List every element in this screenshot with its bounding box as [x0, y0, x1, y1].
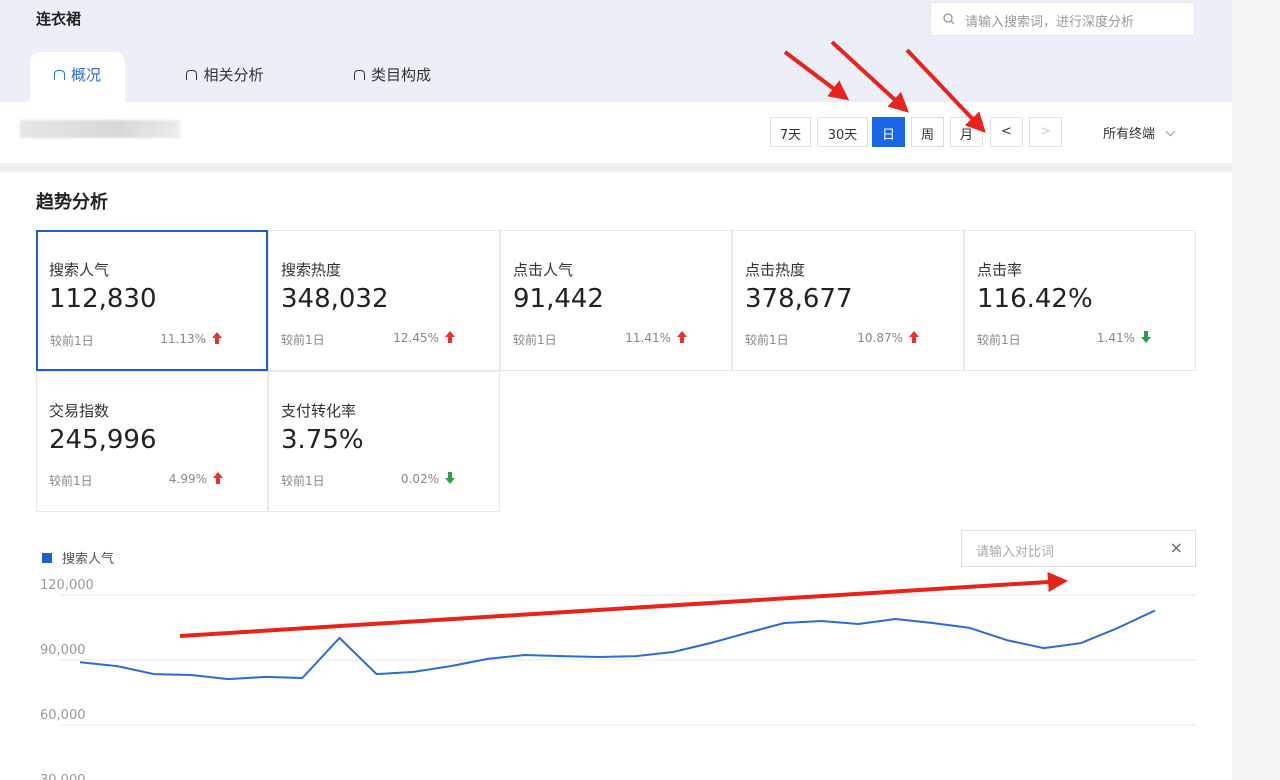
- metric-name: 点击热度: [745, 261, 806, 279]
- metric-value: 3.75%: [281, 425, 364, 455]
- annotation-arrow: [830, 40, 909, 113]
- y-tick-label: 90,000: [40, 643, 86, 658]
- change-value: 1.41%: [1096, 331, 1135, 345]
- tab[interactable]: 概况: [30, 52, 125, 102]
- metric-card[interactable]: 搜索热度 348,032 较前1日 12.45%: [268, 230, 500, 371]
- metric-card[interactable]: 点击热度 378,677 较前1日 10.87%: [732, 230, 964, 371]
- y-tick-label: 60,000: [40, 708, 86, 723]
- arrow-up: [677, 331, 687, 343]
- metric-card[interactable]: 支付转化率 3.75% 较前1日 0.02%: [268, 371, 500, 512]
- compare-label: 较前1日: [977, 333, 1021, 347]
- chart: 120,000 90,000 60,000 30,000: [40, 40, 1196, 780]
- arrow-shape: [445, 331, 455, 343]
- arrow-shape: [677, 331, 687, 343]
- arrow-shape: [445, 472, 455, 484]
- change-value: 11.41%: [625, 331, 671, 345]
- prev-button[interactable]: <: [990, 117, 1023, 147]
- compare-input[interactable]: 请输入对比词 ×: [961, 530, 1196, 567]
- arrow-shape: [909, 331, 919, 343]
- compare-placeholder: 请输入对比词: [976, 545, 1055, 560]
- page-title: 连衣裙: [36, 10, 82, 28]
- compare-label: 较前1日: [281, 333, 325, 347]
- y-tick-label: 120,000: [40, 578, 94, 593]
- search-icon: [943, 13, 955, 25]
- change-value: 10.87%: [857, 331, 903, 345]
- metric-name: 搜索人气: [49, 261, 110, 279]
- y-tick-label: 30,000: [40, 773, 86, 780]
- scroll-gutter: [1232, 0, 1280, 780]
- metric-card[interactable]: 交易指数 245,996 较前1日 4.99%: [36, 371, 268, 512]
- arrow-up: [445, 331, 455, 343]
- metric-name: 交易指数: [49, 402, 110, 420]
- arrow-up: [213, 472, 223, 484]
- metric-card[interactable]: 搜索人气 112,830 较前1日 11.13%: [36, 230, 268, 371]
- period-button[interactable]: 日: [872, 117, 905, 147]
- arrow-up: [909, 331, 919, 343]
- arrow-up: [212, 332, 222, 344]
- compare-label: 较前1日: [513, 333, 557, 347]
- arrow-shape: [1141, 331, 1151, 343]
- metric-card[interactable]: 点击率 116.42% 较前1日 1.41%: [964, 230, 1196, 371]
- section-title: 趋势分析: [36, 192, 108, 213]
- close-button[interactable]: ×: [1169, 538, 1183, 557]
- annotation-arrow: [179, 572, 1068, 638]
- compare-label: 较前1日: [50, 334, 94, 348]
- metric-name: 搜索热度: [281, 261, 342, 279]
- arrow-shape: [213, 472, 223, 484]
- metric-value: 348,032: [281, 284, 389, 314]
- search-box[interactable]: 请输入搜索词，进行深度分析: [930, 2, 1195, 36]
- next-button[interactable]: >: [1029, 117, 1062, 147]
- change-value: 12.45%: [393, 331, 439, 345]
- arrow-down: [445, 472, 455, 484]
- compare-label: 较前1日: [49, 474, 93, 488]
- period-button[interactable]: 30天: [817, 117, 868, 147]
- metric-name: 点击人气: [513, 261, 574, 279]
- metric-value: 91,442: [513, 284, 604, 314]
- tab[interactable]: 类目构成: [330, 52, 455, 102]
- search-placeholder: 请输入搜索词，进行深度分析: [965, 15, 1135, 30]
- annotation-arrow: [905, 48, 986, 133]
- line-series: [79, 609, 1156, 681]
- arrow-shape: [212, 332, 222, 344]
- arrow-down: [1141, 331, 1151, 343]
- metric-value: 245,996: [49, 425, 157, 455]
- metric-card[interactable]: 点击人气 91,442 较前1日 11.41%: [500, 230, 732, 371]
- blurred-text: [20, 120, 180, 138]
- metric-name: 支付转化率: [281, 402, 357, 420]
- metric-value: 112,830: [49, 284, 157, 314]
- compare-label: 较前1日: [745, 333, 789, 347]
- change-value: 0.02%: [400, 472, 439, 486]
- legend-entry: 搜索人气: [42, 548, 114, 567]
- annotation-arrows: [179, 40, 1068, 638]
- period-button[interactable]: 7天: [770, 117, 811, 147]
- compare-label: 较前1日: [281, 474, 325, 488]
- change-value: 4.99%: [168, 472, 207, 486]
- tab[interactable]: 相关分析: [160, 52, 290, 102]
- period-button[interactable]: 周: [911, 117, 944, 147]
- metric-value: 116.42%: [977, 284, 1093, 314]
- metric-value: 378,677: [745, 284, 853, 314]
- terminal-select[interactable]: 所有终端: [1103, 123, 1174, 142]
- change-value: 11.13%: [160, 332, 206, 346]
- annotation-arrow: [783, 50, 850, 101]
- metric-name: 点击率: [977, 261, 1023, 279]
